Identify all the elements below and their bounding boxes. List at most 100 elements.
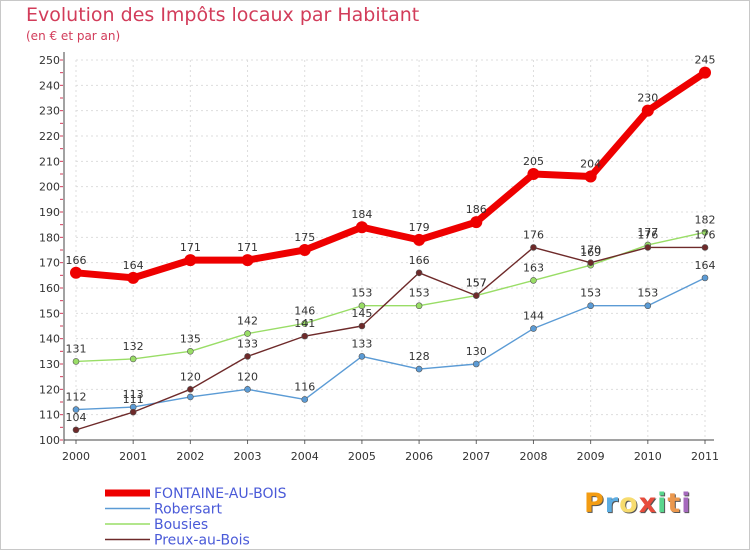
logo-letter: x (638, 488, 658, 519)
series-line-preux-au-bois (75, 246, 706, 431)
y-tick-label: 120 (39, 383, 60, 396)
y-tick-label: 190 (39, 206, 60, 219)
data-point (472, 360, 480, 368)
proxiti-logo: Proxiti (584, 488, 692, 519)
data-label: 176 (695, 228, 716, 241)
data-label: 133 (351, 337, 372, 350)
data-label: 184 (351, 208, 372, 221)
data-point (470, 216, 483, 229)
data-point (699, 66, 711, 79)
data-point (415, 365, 423, 373)
data-label: 176 (523, 228, 544, 241)
data-point (301, 332, 309, 340)
data-label: 130 (466, 345, 487, 358)
data-point (244, 353, 251, 360)
data-point (587, 302, 594, 310)
y-tick-label: 100 (39, 434, 60, 447)
data-point (701, 228, 709, 236)
y-tick-label: 160 (39, 282, 60, 295)
data-point (187, 386, 194, 393)
data-label: 112 (66, 391, 87, 404)
data-point (70, 266, 82, 279)
y-tick-label: 230 (39, 105, 60, 118)
data-point (415, 302, 423, 310)
y-tick-label: 110 (39, 409, 60, 422)
data-label: 146 (294, 304, 315, 317)
data-label: 170 (580, 244, 601, 257)
y-tick-label: 130 (39, 358, 60, 371)
data-point (187, 348, 194, 355)
y-tick-label: 240 (39, 79, 60, 92)
logo-letter: P (584, 488, 605, 519)
y-tick-label: 210 (39, 155, 60, 168)
data-point (72, 358, 80, 365)
data-label: 157 (466, 277, 487, 290)
data-label: 171 (180, 241, 201, 254)
x-tick-label: 2001 (119, 450, 147, 463)
data-point (244, 330, 251, 337)
logo-letter: r (604, 488, 620, 519)
data-point (127, 271, 140, 284)
data-point (358, 302, 366, 310)
data-point (187, 393, 194, 401)
data-label: 132 (123, 340, 144, 353)
data-point (129, 355, 137, 363)
data-label: 230 (637, 92, 658, 105)
y-tick-label: 220 (39, 130, 60, 143)
y-tick-label: 140 (39, 333, 60, 346)
data-label: 177 (637, 226, 658, 239)
data-label: 166 (66, 254, 87, 267)
data-point (129, 408, 137, 416)
data-label: 166 (409, 254, 430, 267)
y-tick-label: 150 (39, 307, 60, 320)
data-label: 171 (237, 241, 258, 254)
data-label: 133 (237, 337, 258, 350)
data-point (72, 406, 80, 413)
data-point (301, 320, 309, 327)
data-label: 116 (294, 380, 315, 393)
legend-label: Bousies (154, 517, 208, 533)
data-label: 144 (523, 310, 544, 323)
data-label: 204 (580, 158, 601, 171)
x-tick-label: 2002 (176, 450, 204, 463)
data-point (701, 274, 709, 282)
x-tick-label: 2009 (577, 450, 605, 463)
data-label: 120 (180, 370, 201, 383)
y-tick-label: 200 (39, 181, 60, 194)
data-label: 245 (695, 54, 716, 67)
data-label: 205 (523, 155, 544, 168)
x-tick-label: 2007 (462, 450, 490, 463)
data-label: 179 (409, 221, 430, 234)
data-label: 164 (695, 259, 716, 272)
data-label: 157 (466, 277, 487, 290)
x-tick-label: 2004 (291, 450, 319, 463)
data-label: 164 (123, 259, 144, 272)
series-line-robersart (75, 277, 706, 411)
data-point (358, 353, 366, 360)
data-label: 111 (123, 393, 144, 406)
data-label: 186 (466, 203, 487, 216)
y-tick-label: 250 (39, 54, 60, 67)
data-label: 104 (66, 411, 87, 424)
y-tick-label: 180 (39, 231, 60, 244)
data-point (701, 244, 709, 251)
data-point (358, 322, 366, 330)
data-label: 153 (637, 287, 658, 300)
data-label: 141 (294, 317, 315, 330)
data-label: 113 (123, 388, 144, 401)
data-point (644, 244, 652, 251)
data-label: 153 (409, 287, 430, 300)
data-label: 175 (294, 231, 315, 244)
data-point (244, 386, 251, 393)
data-label: 131 (66, 342, 87, 355)
logo-letter: i (681, 488, 692, 519)
series-line-fontaine-au-bois (72, 69, 709, 282)
x-tick-label: 2006 (405, 450, 433, 463)
x-tick-label: 2003 (234, 450, 262, 463)
data-point (298, 244, 311, 256)
data-point (641, 104, 654, 117)
data-point (472, 292, 480, 299)
data-label: 145 (351, 307, 372, 320)
logo-letter: o (619, 488, 639, 519)
